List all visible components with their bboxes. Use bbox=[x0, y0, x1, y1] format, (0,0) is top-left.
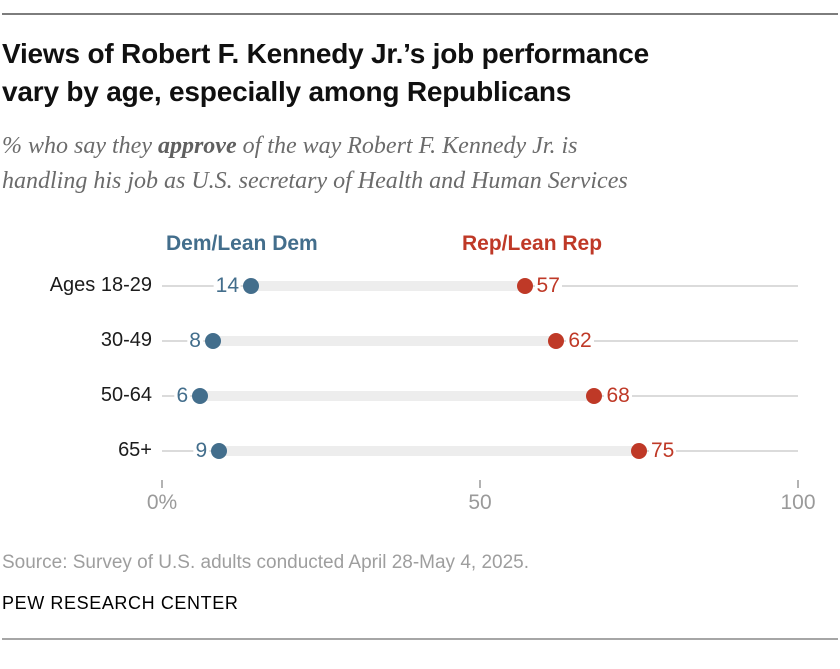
x-axis-tick-label: 50 bbox=[468, 491, 492, 514]
subtitle-line2: handling his job as U.S. secretary of He… bbox=[2, 168, 628, 194]
dumbbell-band bbox=[219, 445, 639, 456]
row-track: 9 75 bbox=[162, 423, 798, 478]
x-axis: 0% 50 100 bbox=[147, 478, 816, 516]
rep-dot bbox=[548, 332, 565, 349]
dem-dot bbox=[204, 332, 221, 349]
category-label: 50-64 bbox=[100, 384, 152, 406]
chart-row: 65+ 9 75 bbox=[2, 423, 838, 478]
rep-dot bbox=[631, 442, 647, 459]
brand-footer: PEW RESEARCH CENTER bbox=[2, 593, 239, 613]
chart-rows: Ages 18-29 14 57 30-49 8 62 50-64 6 68 65+ 9 75 bbox=[2, 258, 838, 478]
dumbbell-chart: Dem/Lean Dem Rep/Lean Rep Ages 18-29 14 57… bbox=[2, 232, 838, 516]
x-axis-tick-label: 0% bbox=[146, 491, 178, 514]
x-axis-tick bbox=[479, 480, 481, 488]
rep-value-label: 62 bbox=[566, 328, 594, 353]
chart-legend: Dem/Lean Dem Rep/Lean Rep bbox=[162, 232, 838, 258]
chart-row: 50-64 6 68 bbox=[2, 368, 838, 423]
dumbbell-band bbox=[200, 390, 595, 401]
category-label: Ages 18-29 bbox=[49, 274, 152, 296]
rep-dot bbox=[586, 387, 603, 404]
dem-dot bbox=[211, 442, 228, 459]
source-note: Source: Survey of U.S. adults conducted … bbox=[2, 552, 530, 573]
dumbbell-band bbox=[251, 280, 525, 291]
x-axis-tick bbox=[161, 480, 163, 488]
dem-dot bbox=[192, 387, 209, 404]
dem-value-label: 8 bbox=[187, 328, 203, 353]
rep-value-label: 75 bbox=[649, 438, 677, 463]
x-axis-tick bbox=[797, 480, 799, 488]
top-rule bbox=[2, 13, 838, 15]
dem-value-label: 14 bbox=[213, 273, 242, 298]
subtitle-emphasis: approve bbox=[157, 133, 237, 159]
row-track: 8 62 bbox=[162, 313, 798, 368]
dumbbell-band bbox=[212, 335, 557, 346]
subtitle-pre: % who say they bbox=[2, 133, 158, 159]
chart-row: 30-49 8 62 bbox=[2, 313, 838, 368]
rep-value-label: 57 bbox=[534, 273, 562, 298]
rep-dot bbox=[516, 277, 533, 294]
title-line2: vary by age, especially among Republican… bbox=[2, 76, 572, 107]
category-label: 65+ bbox=[118, 439, 152, 461]
legend-rep-label: Rep/Lean Rep bbox=[462, 232, 603, 255]
row-track: 6 68 bbox=[162, 368, 798, 423]
x-axis-tick-label: 100 bbox=[780, 491, 816, 514]
title-line1: Views of Robert F. Kennedy Jr.’s job per… bbox=[2, 38, 650, 69]
row-track: 14 57 bbox=[162, 258, 798, 313]
legend-dem-label: Dem/Lean Dem bbox=[166, 232, 318, 255]
chart-subtitle: % who say they approve of the way Robert… bbox=[2, 129, 838, 199]
bottom-rule bbox=[2, 638, 838, 640]
rep-value-label: 68 bbox=[604, 383, 632, 408]
page-title: Views of Robert F. Kennedy Jr.’s job per… bbox=[2, 35, 838, 111]
chart-row: Ages 18-29 14 57 bbox=[2, 258, 838, 313]
dem-value-label: 6 bbox=[174, 383, 191, 408]
dem-dot bbox=[243, 277, 260, 294]
category-label: 30-49 bbox=[100, 329, 152, 351]
subtitle-post: of the way Robert F. Kennedy Jr. is bbox=[236, 133, 578, 159]
page: Views of Robert F. Kennedy Jr.’s job per… bbox=[0, 13, 840, 669]
dem-value-label: 9 bbox=[193, 438, 210, 463]
